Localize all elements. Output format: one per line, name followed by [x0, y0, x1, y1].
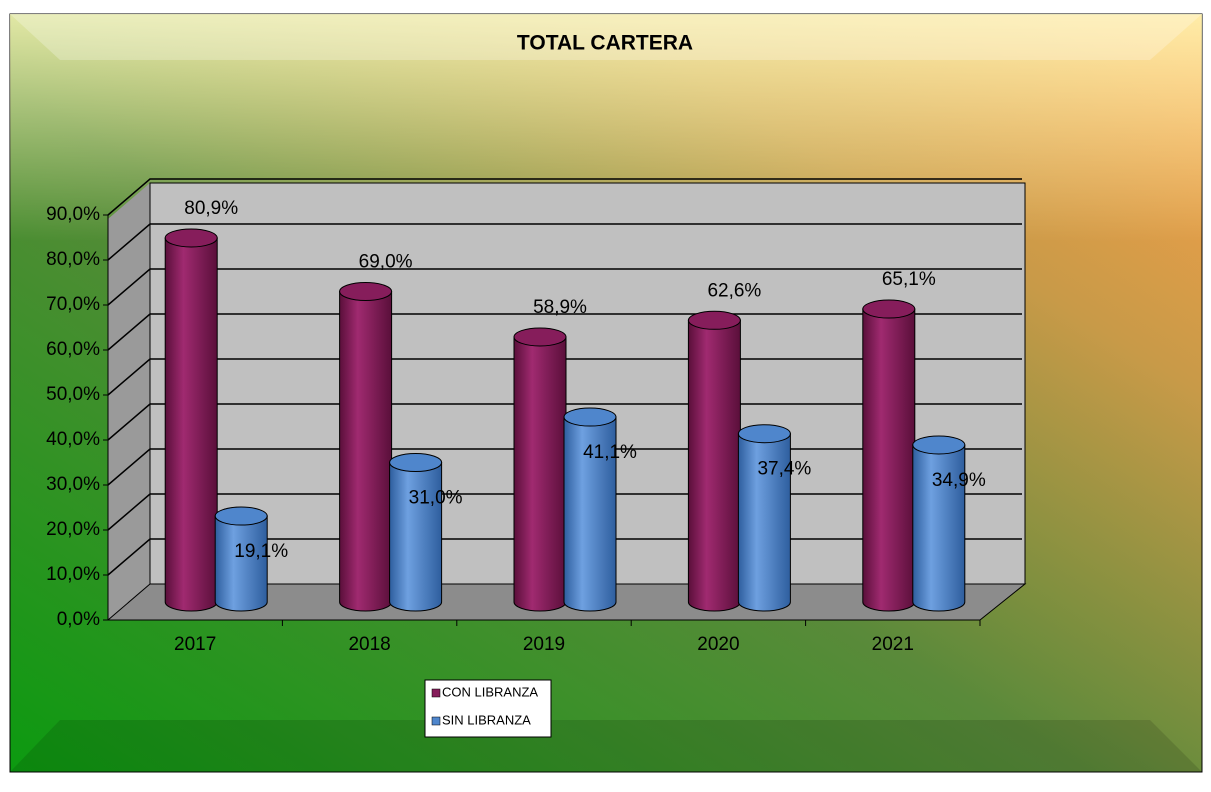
- cylinder-body: [687, 319, 741, 612]
- cylinder: [513, 327, 567, 612]
- y-tick-label: 20,0%: [46, 519, 100, 540]
- cylinder: [737, 424, 791, 612]
- data-label: 69,0%: [359, 252, 413, 273]
- side-wall: [108, 183, 150, 620]
- cylinder-body: [912, 444, 966, 612]
- data-label: 34,9%: [932, 470, 986, 491]
- cylinder: [339, 282, 393, 612]
- chart-title: TOTAL CARTERA: [517, 32, 693, 55]
- y-tick-label: 40,0%: [46, 429, 100, 450]
- y-tick-label: 60,0%: [46, 339, 100, 360]
- cylinder-body: [737, 433, 791, 612]
- data-label: 19,1%: [234, 541, 288, 562]
- cylinder-body: [339, 291, 393, 612]
- grid-line: [107, 268, 1022, 306]
- cylinder-body: [164, 237, 218, 612]
- cylinder-top: [214, 506, 268, 526]
- data-label: 80,9%: [184, 198, 238, 219]
- data-label: 62,6%: [707, 280, 761, 301]
- legend: [424, 679, 552, 738]
- bevel: [10, 14, 1202, 60]
- x-tick-label: 2021: [872, 634, 914, 655]
- data-label: 58,9%: [533, 297, 587, 318]
- x-tick-label: 2020: [697, 634, 739, 655]
- cylinder-body: [214, 515, 268, 612]
- legend-swatch: [431, 688, 441, 698]
- y-tick-label: 30,0%: [46, 474, 100, 495]
- cylinder: [563, 407, 617, 612]
- cylinder-top: [339, 282, 393, 301]
- cylinder: [164, 228, 218, 612]
- cylinder: [687, 310, 741, 612]
- cylinder: [912, 435, 966, 612]
- grid-line: [107, 223, 1022, 261]
- cylinder: [862, 299, 916, 612]
- cylinder-top: [164, 228, 218, 248]
- y-tick-label: 80,0%: [46, 249, 100, 270]
- cylinder-top: [563, 407, 617, 427]
- data-label: 65,1%: [882, 269, 936, 290]
- cylinder-top: [912, 435, 966, 455]
- cylinder-top: [513, 327, 567, 347]
- y-tick-label: 10,0%: [46, 564, 100, 585]
- y-tick-label: 90,0%: [46, 204, 100, 225]
- y-tick-label: 0,0%: [57, 609, 100, 630]
- y-tick-label: 70,0%: [46, 294, 100, 315]
- cylinder-top: [389, 453, 443, 472]
- cylinder-top: [737, 424, 791, 444]
- cylinder-body: [389, 462, 443, 612]
- legend-label: CON LIBRANZA: [442, 684, 538, 699]
- data-label: 31,0%: [409, 488, 463, 509]
- data-label: 37,4%: [757, 459, 811, 480]
- data-label: 41,1%: [583, 442, 637, 463]
- cylinder-body: [563, 416, 617, 612]
- cylinder-body: [513, 336, 567, 612]
- cylinder: [389, 453, 443, 612]
- x-tick-label: 2019: [523, 634, 565, 655]
- cylinder-top: [862, 299, 916, 319]
- grid-line: [107, 178, 1022, 216]
- y-tick-label: 50,0%: [46, 384, 100, 405]
- cylinder-body: [862, 308, 916, 612]
- cylinder: [214, 506, 268, 612]
- legend-label: SIN LIBRANZA: [442, 712, 531, 727]
- legend-swatch: [431, 716, 441, 726]
- x-tick-label: 2018: [348, 634, 390, 655]
- x-tick-label: 2017: [174, 634, 216, 655]
- cylinder-top: [687, 310, 741, 330]
- bevel: [10, 720, 1202, 772]
